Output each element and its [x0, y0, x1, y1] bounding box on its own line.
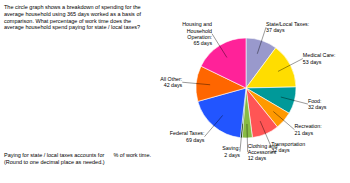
slice-label-line: Clothing and	[248, 143, 278, 149]
slice-label-line: Accessories	[248, 149, 277, 155]
slice-label: Recreation:21 days	[295, 123, 322, 135]
slice-label-line: 69 days	[186, 137, 205, 143]
pie: State/Local Taxes:37 days Medical Care:53…	[160, 21, 335, 161]
answer-text-line: Paying for state / local taxes accounts …	[4, 152, 152, 158]
slice-label: Food:32 days	[308, 98, 327, 110]
leader-line	[212, 34, 227, 58]
slice-label: Federal Taxes:69 days	[170, 130, 205, 142]
leader-line	[204, 115, 222, 136]
slice-label-line: 42 days	[164, 82, 183, 88]
slice-label-line: Federal Taxes:	[170, 130, 205, 136]
leader-line	[257, 27, 266, 54]
leader-line	[281, 97, 308, 104]
slice-label: Medical Care:53 days	[303, 52, 336, 64]
slice-label-line: Operation:	[187, 34, 212, 40]
slice-label-line: State/Local Taxes:	[266, 21, 309, 27]
question-text-line: comparison. What percentage of work time…	[4, 18, 131, 24]
question-text: The circle graph shows a breakdown of sp…	[4, 4, 141, 30]
slice-label-line: Saving:	[222, 145, 240, 151]
slice-label-line: Medical Care:	[303, 52, 336, 58]
slice-label: Housing andHouseholdOperation:65 days	[182, 21, 212, 46]
chart: The circle graph shows a breakdown of sp…	[0, 0, 350, 183]
answer-text-line: (Round to one decimal place as needed.)	[4, 159, 105, 165]
leader-line	[240, 124, 243, 152]
question-text-line: average household spend paying for state…	[4, 24, 140, 30]
slice-label-line: 65 days	[193, 40, 212, 46]
slice-label: State/Local Taxes:37 days	[266, 21, 309, 33]
slice-label: Saving:2 days	[222, 145, 240, 157]
slice-label-line: 12 days	[248, 155, 267, 161]
slice-label-line: 37 days	[266, 27, 285, 33]
pie-slice	[246, 48, 296, 88]
slice-label-line: 53 days	[303, 59, 322, 65]
question-text-line: The circle graph shows a breakdown of sp…	[4, 4, 141, 10]
slice-label-line: All Other:	[160, 76, 182, 82]
answer-text: Paying for state / local taxes accounts …	[4, 152, 152, 165]
slice-label-line: Housing and	[182, 21, 212, 27]
slice-label-line: 21 days	[295, 130, 314, 136]
leader-line	[182, 82, 210, 85]
slice-label: Clothing andAccessories12 days	[248, 143, 278, 161]
slice-label-line: 2 days	[224, 152, 240, 158]
slice-label: All Other:42 days	[160, 76, 182, 88]
leader-line	[278, 59, 303, 72]
slice-label-line: Recreation:	[295, 123, 322, 129]
slice-label-line: Household	[187, 28, 212, 34]
slice-label-line: 32 days	[308, 104, 327, 110]
slice-label-line: Food:	[308, 98, 322, 104]
leader-line	[273, 111, 294, 129]
question-text-line: average household using 365 days worked …	[4, 11, 141, 17]
